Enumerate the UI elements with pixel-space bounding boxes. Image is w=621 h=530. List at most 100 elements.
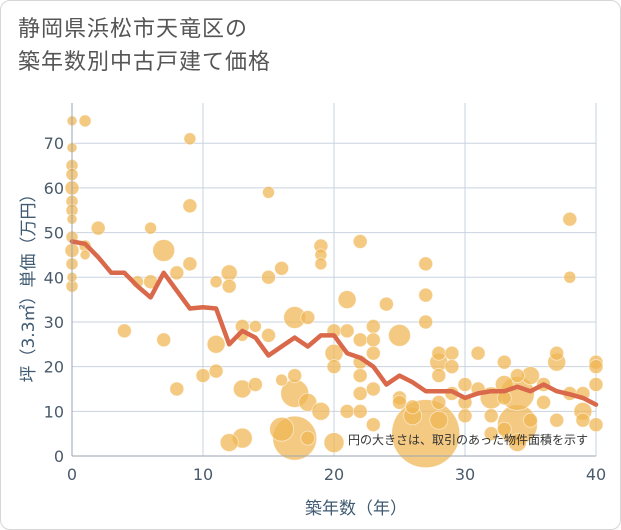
data-point [496,354,512,370]
data-point [365,417,381,433]
data-point [209,275,223,289]
data-point [483,408,499,424]
data-point [323,432,345,453]
y-tick-label: 0 [54,447,64,466]
x-tick-label: 40 [586,465,606,484]
y-axis-label: 坪（3.3㎡）単価（万円） [19,185,39,382]
data-point [483,426,499,442]
data-point [339,323,355,339]
data-point [457,408,473,424]
data-point [418,314,434,330]
data-point [429,410,449,430]
chart-title-line-1: 静岡県浜松市天竜区の [18,17,249,42]
data-point [169,265,185,281]
data-point [78,114,92,128]
x-tick-label: 30 [455,465,475,484]
data-point [195,368,211,383]
data-point [156,332,172,348]
average-price-line [69,239,599,407]
data-point [575,412,591,428]
data-point [562,211,578,227]
data-point [261,269,276,285]
data-point [208,363,224,379]
average-line-layer [69,239,599,407]
x-tick-label: 20 [324,465,344,484]
data-point [220,264,238,282]
data-point [352,368,368,383]
data-point [431,394,447,410]
data-point [287,368,303,383]
y-tick-label: 30 [44,313,64,332]
data-point [221,278,237,294]
data-point [314,257,328,271]
data-point [365,381,381,397]
data-point [144,221,158,235]
data-point [588,359,604,375]
data-point [275,373,289,387]
data-point [496,421,512,437]
data-point [365,319,381,334]
data-point [339,403,355,419]
data-point [392,394,407,410]
data-point [337,290,357,310]
chart-title: 静岡県浜松市天竜区の 築年数別中古戸建て価格 [18,13,271,79]
data-point [588,417,604,433]
data-point [79,249,91,261]
data-point [470,345,486,361]
data-point [418,256,434,272]
data-point [378,296,394,312]
data-point [536,394,551,410]
data-point [152,239,176,262]
data-point [431,368,447,383]
data-point [274,260,290,276]
data-point [457,377,473,392]
data-point [326,359,342,375]
data-point [169,381,185,397]
data-point [365,345,381,361]
y-tick-label: 10 [44,402,64,421]
data-point [588,377,604,392]
data-point [352,403,368,419]
data-point [563,270,577,284]
data-point [206,334,226,354]
data-point [549,345,565,361]
data-point [431,345,447,361]
data-point [444,345,460,361]
x-tick-label: 10 [193,465,213,484]
data-point [365,332,381,348]
data-point [352,386,368,401]
y-tick-label: 20 [44,358,64,377]
y-tick-label: 50 [44,224,64,243]
data-point [352,234,368,249]
data-point [182,256,198,272]
bubble-size-note: 円の大きさは、取引のあった物件面積を示す [348,432,588,447]
data-point [219,433,239,452]
data-point [269,416,295,442]
data-point [247,377,263,392]
data-point [418,287,434,303]
data-point [523,412,538,428]
bubble-layer [64,114,604,469]
data-point [261,327,276,343]
axes: 0 10 20 30 40 0 10 20 30 40 50 60 70 [44,103,606,484]
x-tick-label: 0 [67,465,77,484]
y-tick-label: 60 [44,179,64,198]
data-point [300,310,316,325]
chart-title-line-2: 築年数別中古戸建て価格 [18,50,272,75]
data-point [405,399,421,415]
data-point [444,359,460,375]
data-point [117,323,132,339]
data-point [182,198,198,214]
data-point [300,430,316,446]
data-point [90,220,106,236]
data-point [262,185,275,199]
data-point [510,368,525,383]
data-point [183,132,197,146]
data-point [388,323,411,347]
data-point [311,401,331,421]
data-point [298,392,318,412]
data-point [352,332,368,348]
x-axis-label: 築年数（年） [305,499,407,519]
y-tick-label: 70 [44,134,64,153]
